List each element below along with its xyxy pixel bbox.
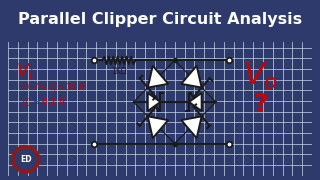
Circle shape xyxy=(12,146,40,173)
Polygon shape xyxy=(148,66,168,88)
Text: $-10\ V \leq V_i \leq 10\ V$: $-10\ V \leq V_i \leq 10\ V$ xyxy=(11,82,87,94)
Polygon shape xyxy=(181,116,202,138)
Text: $V_z = 6.2\ V$: $V_z = 6.2\ V$ xyxy=(21,97,67,109)
Text: 1KΩ: 1KΩ xyxy=(111,67,127,76)
Text: Parallel Clipper Circuit Analysis: Parallel Clipper Circuit Analysis xyxy=(18,12,302,27)
Polygon shape xyxy=(189,93,202,111)
Polygon shape xyxy=(148,93,160,111)
Circle shape xyxy=(15,149,36,169)
Text: ED: ED xyxy=(20,155,31,164)
Polygon shape xyxy=(181,66,202,88)
Text: $V_i$: $V_i$ xyxy=(16,62,34,82)
Text: $V_o$: $V_o$ xyxy=(243,60,278,91)
Polygon shape xyxy=(148,116,168,138)
Text: ?: ? xyxy=(253,92,268,116)
